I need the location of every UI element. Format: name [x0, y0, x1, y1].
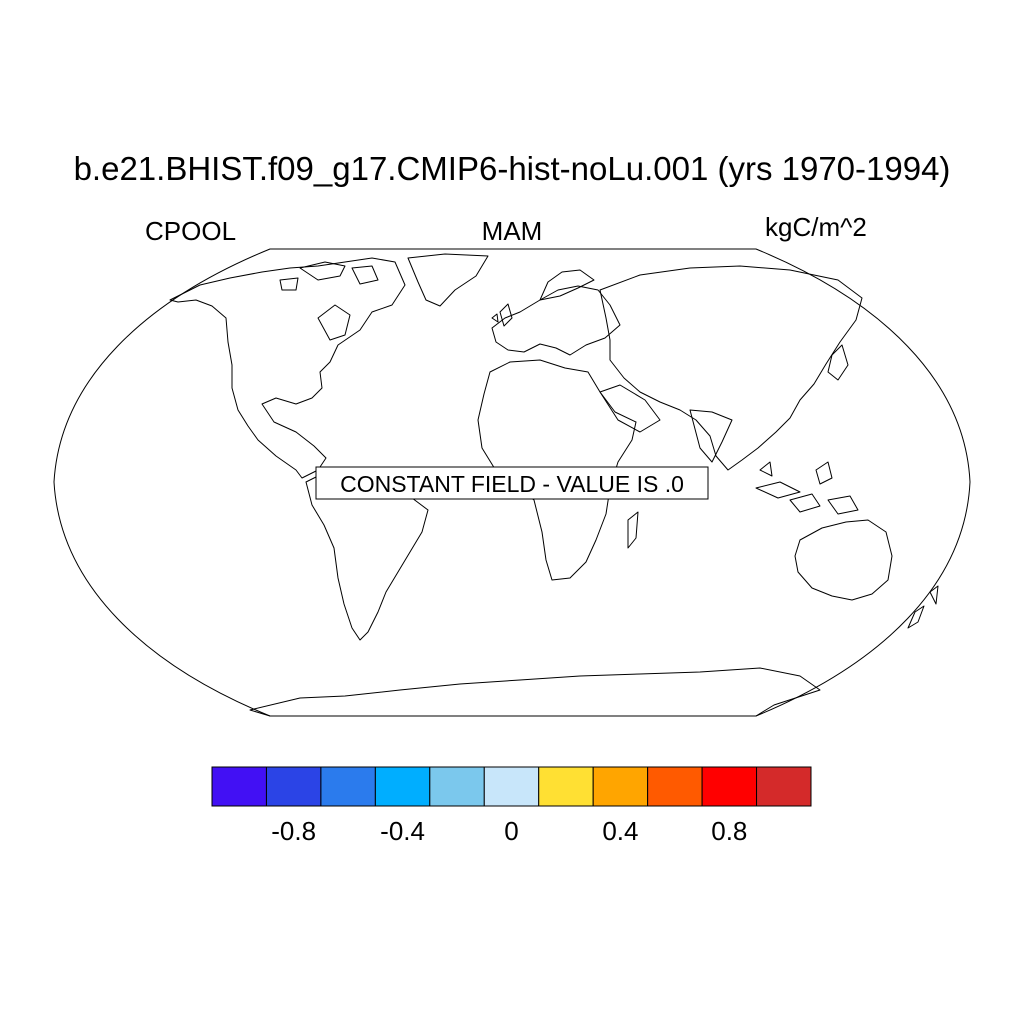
colorbar-box-8 — [647, 766, 703, 807]
colorbar-tick-label: -0.8 — [271, 816, 317, 846]
season-label: MAM — [481, 216, 543, 246]
colorbar-box-9 — [701, 766, 758, 807]
colorbar-tick-label: -0.4 — [380, 816, 425, 846]
units-label: kgC/m^2 — [765, 212, 867, 242]
greenland-outline — [407, 253, 489, 307]
constant-field-notice: CONSTANT FIELD - VALUE IS .0 — [315, 466, 709, 500]
antarctica-outline — [249, 667, 821, 717]
new-zealand-outline — [907, 585, 939, 629]
indonesia-islands — [755, 461, 859, 515]
colorbar-box-4 — [429, 766, 485, 807]
colorbar-tick-label: 0.8 — [711, 816, 748, 846]
british-isles — [491, 303, 513, 327]
colorbar-box-6 — [538, 766, 594, 807]
colorbar-box-10 — [756, 766, 812, 807]
variable-label: CPOOL — [145, 216, 237, 246]
colorbar-box-2 — [320, 766, 376, 807]
india-outline — [689, 409, 733, 463]
constant-field-text: CONSTANT FIELD - VALUE IS .0 — [340, 471, 684, 497]
hudson-bay — [317, 304, 351, 341]
colorbar-box-5 — [483, 766, 540, 807]
scandinavia-outline — [539, 269, 595, 301]
colorbar-box-0 — [211, 766, 267, 807]
colorbar — [211, 766, 812, 807]
asia-outline — [599, 265, 863, 471]
colorbar-box-1 — [265, 766, 322, 807]
arabia-outline — [599, 384, 661, 433]
north-america-outline — [169, 257, 406, 479]
madagascar-outline — [627, 511, 639, 549]
plot-title: b.e21.BHIST.f09_g17.CMIP6-hist-noLu.001 … — [73, 150, 951, 187]
japan-outline — [827, 344, 849, 381]
colorbar-box-3 — [374, 766, 431, 807]
colorbar-tick-label: 0 — [504, 816, 519, 846]
europe-outline — [491, 285, 621, 356]
australia-outline — [794, 519, 893, 601]
colorbar-tick-label: 0.4 — [602, 816, 639, 846]
colorbar-box-7 — [592, 766, 649, 807]
arctic-islands — [279, 261, 379, 291]
